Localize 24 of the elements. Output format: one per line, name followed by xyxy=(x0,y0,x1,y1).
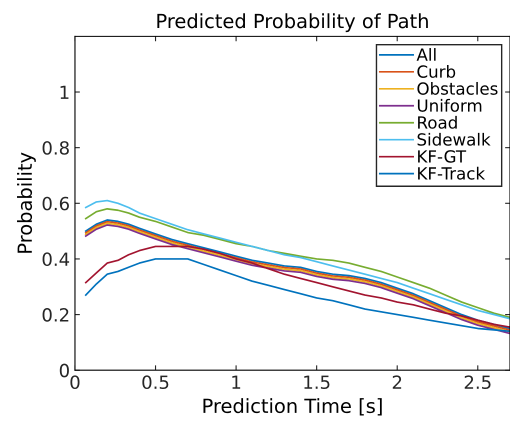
x-tick-label: 2 xyxy=(392,375,402,389)
legend-label: Sidewalk xyxy=(418,132,491,146)
legend-label: Road xyxy=(418,116,457,129)
legend-label: All xyxy=(416,48,436,61)
x-axis-title: Prediction Time [s] xyxy=(203,398,382,416)
y-axis-title: Probability xyxy=(17,152,36,253)
legend-label: Obstacles xyxy=(417,82,498,95)
legend-label: Curb xyxy=(417,65,456,78)
y-tick-label: 0.4 xyxy=(42,252,70,266)
x-tick-label: 0.5 xyxy=(142,375,168,390)
x-tick-label: 1 xyxy=(232,376,240,389)
y-tick-label: 0.6 xyxy=(42,196,69,210)
y-tick-label: 1 xyxy=(60,86,68,99)
legend-label: KF-Track xyxy=(418,166,486,180)
legend-label: KF-GT xyxy=(418,150,466,163)
y-tick-label: 0.8 xyxy=(42,141,69,155)
legend-label: Uniform xyxy=(418,98,482,112)
x-tick-label: 1.5 xyxy=(304,376,330,390)
y-tick-label: 0.2 xyxy=(42,308,68,322)
x-tick-label: 2.5 xyxy=(464,375,491,390)
line-series xyxy=(84,246,510,328)
chart-title: Predicted Probability of Path xyxy=(157,13,428,32)
y-tick-label: 0 xyxy=(60,364,69,378)
x-tick-label: 0 xyxy=(70,375,80,390)
